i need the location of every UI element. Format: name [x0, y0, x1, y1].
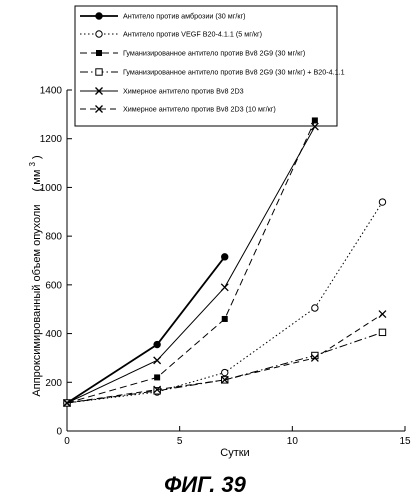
legend-label-0: Антитело против амброзии (30 мг/кг) — [123, 12, 245, 21]
y-tick-label-6: 1200 — [40, 134, 63, 145]
series-5-point-1 — [153, 385, 162, 394]
legend-marker-0 — [95, 12, 103, 20]
y-axis-label-text: Аппроксимированный объем опухоли — [31, 205, 43, 397]
series-5-point-0 — [63, 399, 71, 407]
legend-marker-1 — [95, 30, 103, 38]
series-0-point-1 — [153, 340, 161, 349]
legend-marker-4 — [95, 87, 103, 95]
series-0 — [63, 253, 229, 407]
series-3-line — [66, 331, 383, 404]
series-5-line — [66, 313, 383, 404]
series-5-point-2 — [220, 375, 229, 384]
legend: Антитело против амброзии (30 мг/кг) Антит… — [74, 5, 345, 127]
legend-entry-3: Гуманизированное антитело против Bv8 2G9… — [80, 68, 345, 77]
series-5-point-4 — [378, 310, 387, 319]
series-4 — [63, 122, 319, 407]
y-axis-label: Аппроксимированный объем опухоли ( мм 3 … — [26, 155, 43, 396]
y-axis-unit-base: ( мм — [31, 170, 43, 192]
y-tick-label-3: 600 — [45, 280, 62, 291]
legend-label-4: Химерное антитело против Bv8 2D3 — [123, 87, 244, 96]
series-4-point-2 — [220, 283, 229, 292]
series-2-point-2 — [221, 315, 228, 322]
legend-box — [74, 5, 338, 127]
series-5 — [63, 310, 387, 407]
y-axis-unit-close: ) — [31, 155, 43, 159]
x-tick-label-1: 5 — [177, 436, 183, 447]
series-1 — [63, 198, 387, 407]
legend-entry-2: Гуманизированное антитело против Bv8 2G9… — [80, 49, 305, 58]
series-4-point-1 — [153, 356, 162, 365]
series-4-line — [66, 126, 316, 404]
legend-label-3: Гуманизированное антитело против Bv8 2G9… — [123, 68, 345, 77]
series-2 — [64, 117, 318, 406]
legend-label-2: Гуманизированное антитело против Bv8 2G9… — [123, 49, 305, 58]
series-1-point-3 — [311, 304, 319, 312]
y-tick-label-1: 200 — [45, 378, 62, 389]
figure-caption: ФИГ. 39 — [164, 472, 247, 497]
y-tick-label-5: 1000 — [40, 183, 63, 194]
legend-entry-4: Химерное антитело против Bv8 2D3 — [80, 87, 244, 96]
series-3-point-1 — [153, 387, 161, 395]
legend-marker-3 — [95, 68, 103, 76]
legend-entry-1: Антитело против VEGF B20-4.1.1 (5 мг/кг) — [80, 30, 262, 39]
y-tick-label-2: 400 — [45, 329, 62, 340]
y-tick-label-7: 1400 — [40, 86, 63, 97]
x-tick-label-0: 0 — [64, 436, 70, 447]
legend-entry-0: Антитело против амброзии (30 мг/кг) — [80, 12, 245, 21]
axes: 0 200 400 600 800 1000 1200 1400 0 5 10 15 — [40, 86, 411, 448]
y-tick-label-0: 0 — [56, 427, 62, 438]
series-2-line — [66, 120, 316, 404]
y-tick-label-4: 800 — [45, 232, 62, 243]
series-2-point-1 — [154, 374, 161, 381]
series-3-point-4 — [378, 328, 387, 337]
series-1-point-2 — [221, 368, 229, 377]
y-axis-unit-exponent: 3 — [28, 162, 37, 167]
series-2-point-3 — [311, 117, 318, 124]
legend-marker-2 — [96, 50, 102, 56]
x-tick-label-2: 10 — [287, 436, 299, 447]
series-1-point-4 — [378, 198, 387, 206]
series-5-point-3 — [310, 353, 319, 362]
legend-entry-5: Химерное антитело против Bv8 2D3 (10 мг/… — [80, 105, 276, 114]
legend-marker-5 — [95, 105, 103, 113]
x-axis-label: Сутки — [220, 447, 249, 459]
series-4-point-3 — [310, 122, 319, 131]
x-tick-label-3: 15 — [399, 436, 411, 447]
legend-label-1: Антитело против VEGF B20-4.1.1 (5 мг/кг) — [123, 30, 262, 39]
series-3 — [63, 328, 387, 407]
series-layer — [63, 117, 387, 407]
legend-label-5: Химерное антитело против Bv8 2D3 (10 мг/… — [123, 105, 276, 114]
series-0-point-2 — [221, 253, 229, 261]
